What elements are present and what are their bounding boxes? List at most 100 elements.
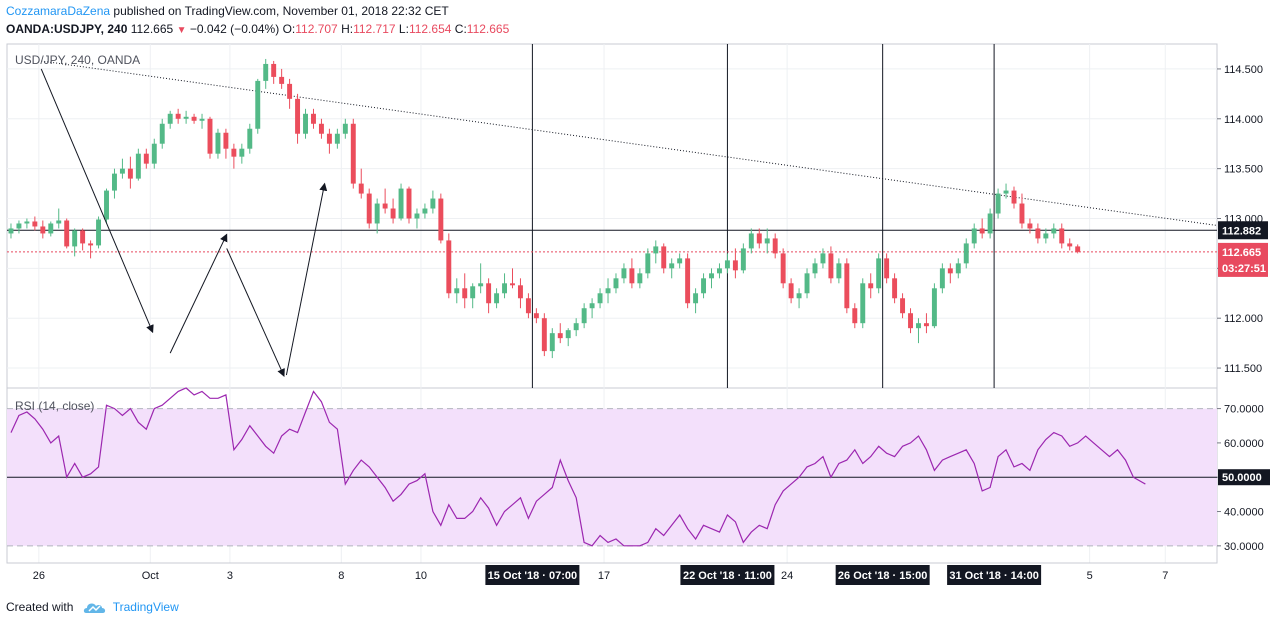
candle-body	[135, 153, 141, 179]
candle-body	[334, 133, 340, 144]
candle-body	[573, 323, 579, 331]
candle-body	[151, 143, 157, 164]
candle-body	[748, 233, 754, 249]
x-tick-label: 5	[1087, 570, 1093, 582]
price-pane-title: USD/JPY, 240, OANDA	[15, 53, 140, 67]
candle-body	[127, 168, 133, 179]
rsi-line-tail	[1133, 476, 1146, 485]
vertical-marker-label: 31 Oct '18 · 14:00	[949, 570, 1038, 582]
rsi-series	[10, 387, 1146, 547]
candle-body	[581, 308, 587, 324]
candle-body	[64, 220, 70, 247]
candle-body	[653, 246, 659, 254]
candle-body	[231, 148, 237, 157]
vertical-marker-tag	[835, 565, 930, 585]
candle-body	[446, 240, 452, 294]
candle-body	[788, 283, 794, 299]
trendlines	[7, 60, 1218, 253]
candle-body	[119, 168, 125, 174]
published-text: published on TradingView.com, November 0…	[113, 4, 449, 18]
candle-body	[995, 193, 1001, 214]
candles	[8, 58, 1081, 359]
candle-body	[191, 116, 197, 121]
symbol-info: OANDA:USDJPY, 240 112.665 ▼ −0.042 (−0.0…	[6, 22, 509, 36]
candle-body	[645, 253, 651, 274]
candle-body	[32, 221, 38, 227]
x-tick-label: 3	[227, 570, 233, 582]
symbol-name: OANDA:USDJPY, 240	[6, 22, 128, 36]
candle-body	[223, 132, 229, 149]
tradingview-brand-link[interactable]: TradingView	[112, 600, 179, 614]
candle-body	[454, 288, 460, 294]
low-value: 112.654	[408, 22, 452, 36]
vertical-marker-label: 26 Oct '18 · 15:00	[838, 570, 927, 582]
candle-body	[350, 123, 356, 184]
candle-body	[96, 219, 102, 246]
rsi-tick-label: 60.0000	[1224, 438, 1264, 450]
candle-body	[987, 213, 993, 234]
candle-body	[318, 123, 324, 134]
candle-body	[557, 333, 563, 339]
candle-body	[247, 128, 253, 149]
candle-body	[931, 288, 937, 327]
candle-body	[955, 263, 961, 274]
vertical-markers	[531, 44, 995, 388]
candle-body	[239, 148, 245, 157]
candle-body	[916, 323, 921, 329]
candle-body	[804, 273, 810, 294]
candle-body	[852, 308, 858, 324]
last-price: 112.665	[130, 22, 174, 36]
candle-body	[255, 80, 261, 129]
candle-body	[844, 263, 850, 309]
candle-body	[358, 183, 364, 194]
candle-body	[303, 113, 308, 134]
candle-body	[287, 83, 293, 99]
y-tick-label: 112.000	[1224, 313, 1263, 325]
candle-body	[613, 278, 619, 289]
vertical-marker-label: 15 Oct '18 · 07:00	[488, 570, 577, 582]
candle-body	[621, 268, 627, 279]
candle-body	[732, 260, 738, 271]
candle-body	[971, 228, 977, 244]
candle-body	[724, 260, 730, 269]
level-price-tag	[1218, 221, 1268, 240]
x-tick-label: 26	[33, 570, 45, 582]
y-tick-label: 111.500	[1224, 363, 1262, 375]
candle-body	[517, 285, 523, 299]
candle-body	[311, 113, 316, 124]
low-label: L:	[398, 22, 409, 36]
author-link[interactable]: CozzamaraDaZena	[6, 4, 111, 18]
candle-body	[271, 63, 277, 77]
candle-body	[215, 132, 221, 154]
candle-body	[963, 243, 969, 264]
candle-body	[589, 303, 595, 309]
candle-body	[40, 226, 46, 234]
rsi-midline-label: 50.0000	[1222, 472, 1262, 484]
rsi-tick-label: 70.0000	[1224, 404, 1264, 416]
created-with-text: Created with	[6, 600, 74, 614]
candle-body	[1003, 190, 1009, 194]
x-tick-label: 7	[1162, 570, 1168, 582]
candle-body	[637, 273, 643, 284]
candle-body	[947, 268, 953, 274]
arrow-drawing	[285, 182, 328, 376]
candle-body	[16, 223, 22, 229]
candle-body	[295, 98, 301, 134]
candle-body	[740, 248, 746, 271]
candle-body	[796, 293, 802, 299]
candle-body	[1019, 203, 1025, 224]
candle-body	[478, 283, 484, 287]
candle-body	[279, 76, 285, 84]
x-tick-label: 8	[338, 570, 344, 582]
candle-body	[175, 113, 181, 119]
tradingview-logo-icon	[83, 603, 105, 613]
candle-body	[159, 123, 165, 144]
candle-body	[167, 113, 173, 124]
candle-body	[111, 173, 117, 191]
arrow-drawing	[40, 68, 154, 334]
candle-body	[1051, 228, 1057, 234]
candle-body	[549, 333, 555, 352]
x-tick-label: 10	[415, 570, 427, 582]
rsi-tick-label: 30.0000	[1224, 541, 1264, 553]
